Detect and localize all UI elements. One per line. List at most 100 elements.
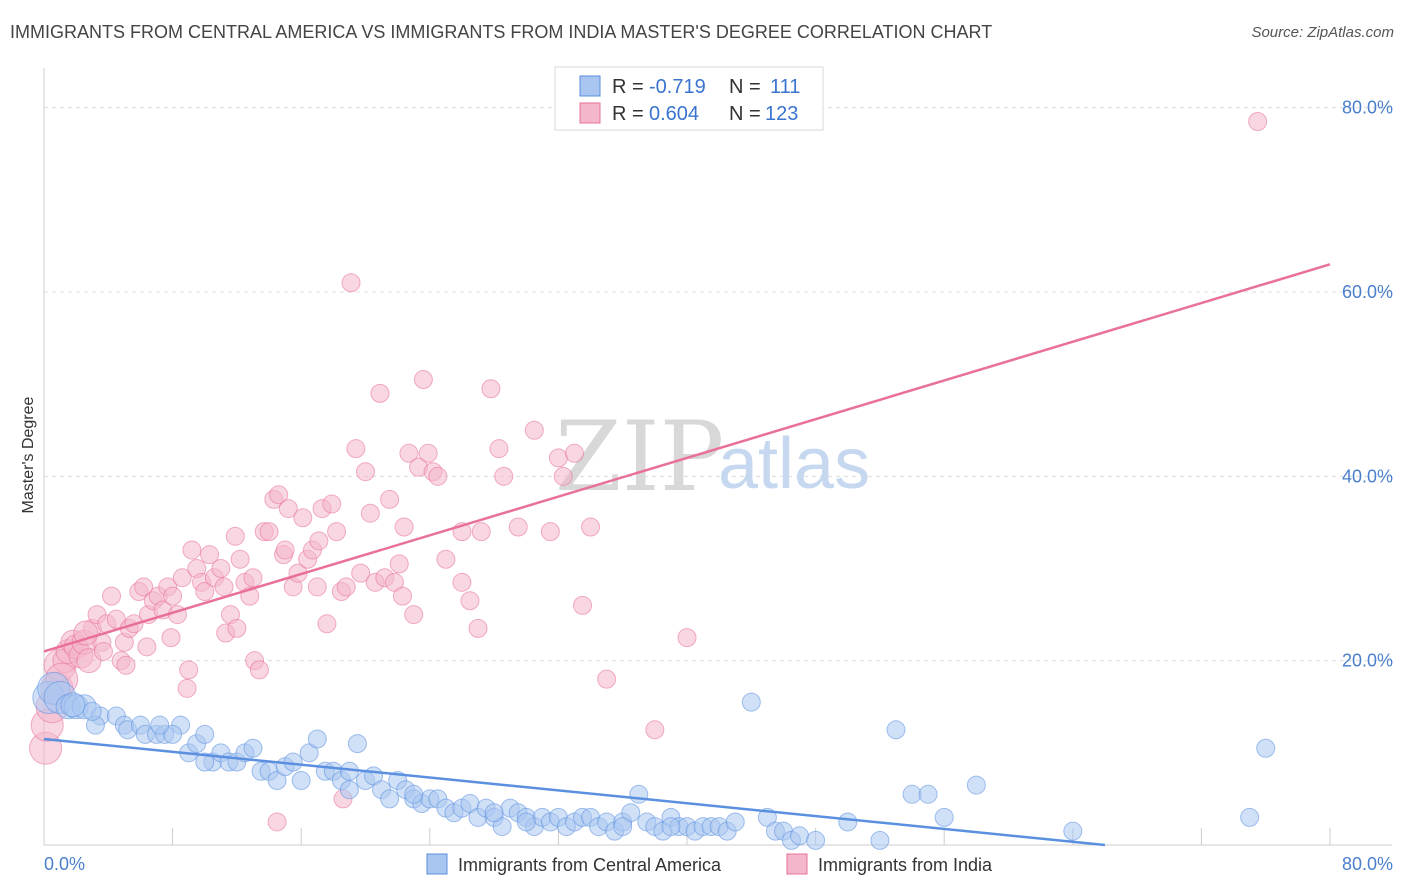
point-india	[137, 637, 157, 657]
y-axis-label: Master's Degree	[20, 396, 37, 513]
point-central-america	[613, 817, 633, 837]
trend-lines	[43, 263, 1331, 847]
point-india	[275, 540, 295, 560]
point-india	[293, 508, 313, 528]
point-central-america	[725, 812, 745, 832]
series-india-points	[29, 111, 1268, 832]
y-tick-label: 40.0%	[1342, 466, 1393, 486]
source-label: Source: ZipAtlas.com	[1251, 24, 1394, 41]
point-india	[267, 812, 287, 832]
y-tick-label: 20.0%	[1342, 651, 1393, 671]
point-india	[494, 466, 514, 486]
point-central-america	[741, 692, 761, 712]
point-central-america	[380, 789, 400, 809]
point-central-america	[150, 715, 170, 735]
point-india	[553, 466, 573, 486]
point-india	[380, 489, 400, 509]
point-india	[548, 448, 568, 468]
point-india	[677, 628, 697, 648]
point-india	[346, 439, 366, 459]
point-india	[336, 577, 356, 597]
point-india	[73, 620, 99, 646]
point-india	[93, 641, 113, 661]
point-india	[161, 628, 181, 648]
legend-r-value: 0.604	[649, 103, 699, 125]
point-central-america	[790, 826, 810, 846]
point-central-america	[1240, 807, 1260, 827]
trend-line-india	[43, 263, 1331, 653]
point-india	[106, 609, 126, 629]
point-india	[394, 517, 414, 537]
point-india	[428, 466, 448, 486]
point-india	[259, 522, 279, 542]
trend-line-central-america	[43, 737, 1106, 847]
point-india	[249, 660, 269, 680]
legend-n-value: 111	[770, 76, 800, 98]
point-central-america	[902, 784, 922, 804]
point-india	[645, 720, 665, 740]
point-india	[278, 499, 298, 519]
point-india	[200, 545, 220, 565]
point-india	[389, 554, 409, 574]
legend-n-label: N =	[729, 76, 761, 98]
point-india	[351, 563, 371, 583]
point-central-america	[195, 724, 215, 744]
point-central-america	[886, 720, 906, 740]
point-india	[508, 517, 528, 537]
point-india	[360, 503, 380, 523]
point-india	[172, 568, 192, 588]
point-central-america	[629, 784, 649, 804]
point-india	[1248, 111, 1268, 131]
point-india	[413, 370, 433, 390]
point-central-america	[661, 817, 681, 837]
point-india	[116, 655, 136, 675]
point-india	[540, 522, 560, 542]
point-central-america	[243, 738, 263, 758]
point-india	[243, 568, 263, 588]
legend-swatch-central-america	[579, 75, 601, 97]
point-india	[307, 577, 327, 597]
point-india	[399, 443, 419, 463]
point-india	[573, 595, 593, 615]
legend-swatch-india	[579, 102, 601, 124]
grid-lines	[44, 107, 1392, 662]
point-india	[452, 572, 472, 592]
point-india	[134, 577, 154, 597]
legend-r-value: -0.719	[649, 76, 706, 98]
point-india	[356, 462, 375, 482]
bottom-legend-label-india: Immigrants from India	[818, 855, 993, 875]
point-central-america	[838, 812, 858, 832]
point-india	[317, 614, 337, 634]
point-central-america	[966, 775, 986, 795]
x-tick-labels: 0.0% 80.0%	[44, 854, 1393, 874]
point-india	[227, 618, 247, 638]
point-central-america	[60, 692, 86, 718]
point-india	[524, 420, 544, 440]
point-central-america	[1063, 821, 1083, 841]
point-central-america	[307, 729, 327, 749]
point-india	[468, 618, 488, 638]
bottom-legend: Immigrants from Central America Immigran…	[426, 853, 993, 875]
point-india	[460, 591, 480, 611]
point-central-america	[163, 724, 183, 744]
point-central-america	[291, 770, 311, 790]
point-central-america	[339, 780, 359, 800]
y-tick-label: 80.0%	[1342, 98, 1393, 118]
point-india	[392, 586, 412, 606]
point-central-america	[806, 830, 826, 850]
legend-r-label: R =	[612, 103, 644, 125]
point-india	[404, 605, 424, 625]
point-central-america	[934, 807, 954, 827]
point-india	[564, 443, 584, 463]
point-india	[195, 582, 215, 602]
point-india	[327, 522, 347, 542]
point-india	[225, 526, 245, 546]
chart-title: IMMIGRANTS FROM CENTRAL AMERICA VS IMMIG…	[10, 22, 993, 42]
point-india	[309, 531, 329, 551]
point-india	[471, 522, 491, 542]
point-india	[102, 586, 122, 606]
point-india	[418, 443, 438, 463]
point-central-america	[484, 803, 504, 823]
point-india	[177, 678, 197, 698]
